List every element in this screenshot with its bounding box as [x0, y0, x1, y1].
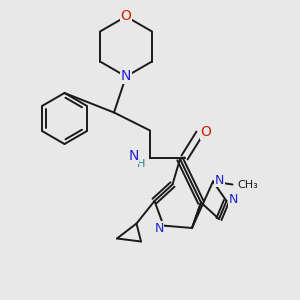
Text: O: O: [121, 10, 131, 23]
Text: H: H: [137, 159, 145, 169]
Text: N: N: [121, 70, 131, 83]
Text: N: N: [228, 193, 238, 206]
Text: N: N: [128, 149, 139, 163]
Text: O: O: [201, 125, 212, 139]
Text: CH₃: CH₃: [237, 179, 258, 190]
Text: N: N: [154, 221, 164, 235]
Text: N: N: [215, 173, 224, 187]
